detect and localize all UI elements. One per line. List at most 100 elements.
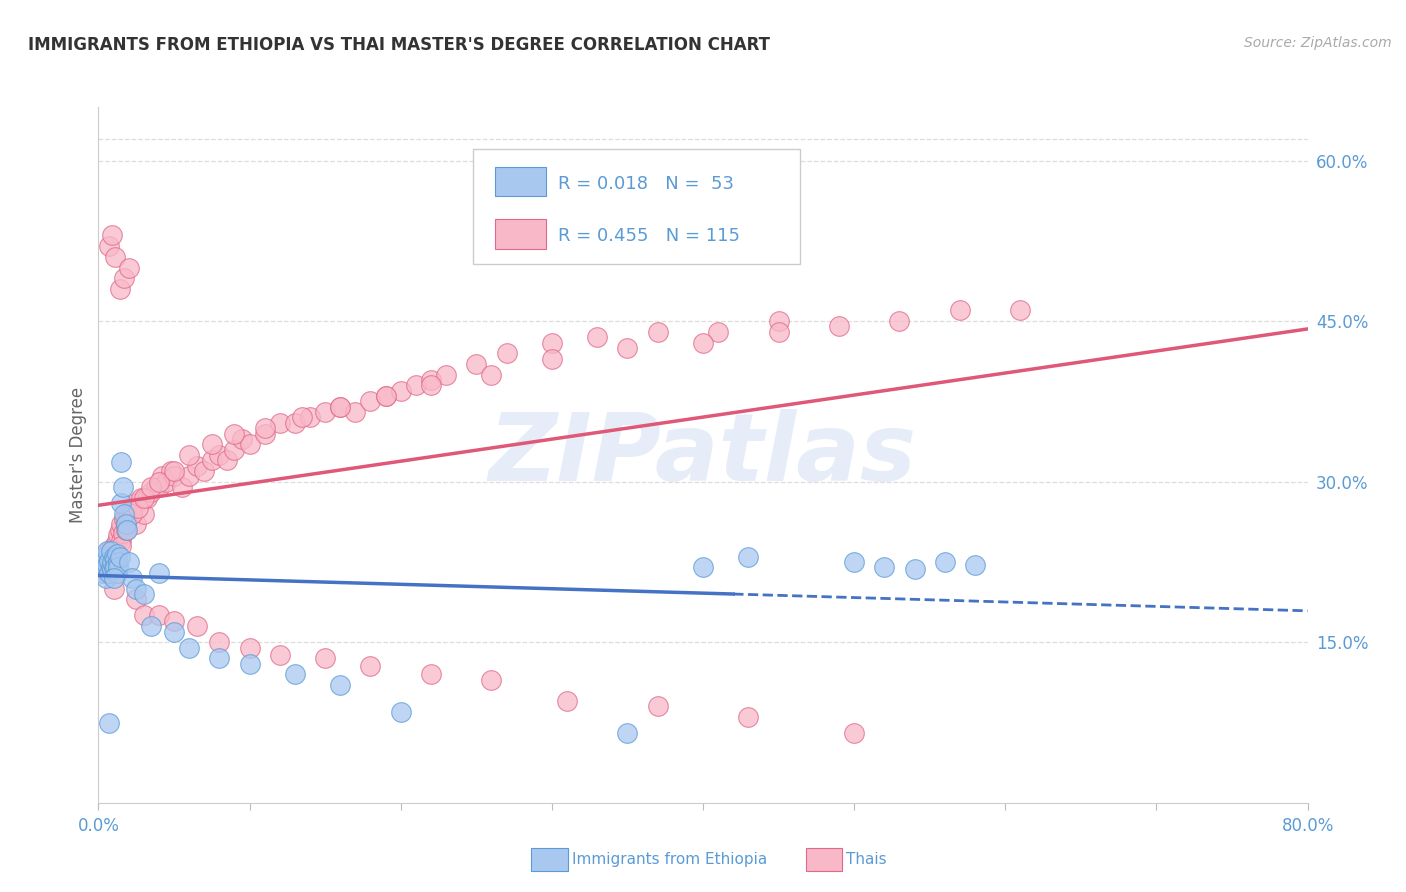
Point <box>215 453 238 467</box>
Point <box>110 539 132 553</box>
Point <box>495 346 517 360</box>
Point <box>360 394 382 409</box>
Point <box>96 558 118 573</box>
Point <box>141 619 163 633</box>
Point <box>737 710 759 724</box>
Point <box>103 549 125 564</box>
Point <box>239 640 262 655</box>
Point <box>93 566 115 580</box>
Point <box>98 566 121 580</box>
Point <box>135 491 157 505</box>
Point <box>98 555 121 569</box>
Point <box>170 480 193 494</box>
Point <box>186 619 208 633</box>
Point <box>434 368 457 382</box>
Point <box>141 480 163 494</box>
Point <box>132 491 155 505</box>
Point <box>110 533 132 548</box>
Point <box>104 560 127 574</box>
Point <box>224 426 246 441</box>
Point <box>118 260 141 275</box>
Point <box>616 341 638 355</box>
Point <box>93 549 115 564</box>
Point <box>179 469 201 483</box>
Y-axis label: Master's Degree: Master's Degree <box>69 387 87 523</box>
Point <box>114 517 136 532</box>
Point <box>692 335 714 350</box>
Point <box>208 651 231 665</box>
Point <box>889 314 911 328</box>
Point <box>121 501 143 516</box>
Point <box>828 319 851 334</box>
Point <box>768 325 790 339</box>
Point <box>148 480 170 494</box>
Point <box>115 523 138 537</box>
Point <box>239 437 262 451</box>
Point <box>150 469 173 483</box>
Point <box>949 303 972 318</box>
Point <box>965 558 987 573</box>
FancyBboxPatch shape <box>495 167 546 196</box>
Point <box>208 635 231 649</box>
Point <box>96 544 118 558</box>
Point <box>94 562 117 576</box>
Point <box>737 549 759 564</box>
Point <box>94 551 117 566</box>
Point <box>100 544 122 558</box>
Point <box>129 491 152 505</box>
Point <box>193 464 215 478</box>
Point <box>93 562 115 576</box>
Point <box>284 416 307 430</box>
Point <box>103 555 125 569</box>
Point <box>148 475 170 489</box>
Point <box>105 548 128 562</box>
Point <box>100 560 122 574</box>
Point <box>125 517 148 532</box>
Point <box>101 562 124 576</box>
Point <box>132 608 155 623</box>
Point <box>239 657 262 671</box>
Point <box>329 678 352 692</box>
Point <box>141 485 163 500</box>
Point <box>329 400 352 414</box>
Point <box>389 705 412 719</box>
Point <box>111 526 134 541</box>
Point <box>114 517 136 532</box>
Point <box>111 480 134 494</box>
Point <box>110 517 132 532</box>
Point <box>125 592 148 607</box>
Point <box>121 571 143 585</box>
Point <box>465 357 488 371</box>
Point <box>329 400 352 414</box>
Point <box>91 566 114 580</box>
Point <box>269 416 291 430</box>
Point <box>179 640 201 655</box>
Point <box>115 507 138 521</box>
Point <box>112 512 135 526</box>
Point <box>98 715 121 730</box>
Point <box>98 239 121 253</box>
Point <box>114 523 136 537</box>
Point <box>844 555 866 569</box>
Text: IMMIGRANTS FROM ETHIOPIA VS THAI MASTER'S DEGREE CORRELATION CHART: IMMIGRANTS FROM ETHIOPIA VS THAI MASTER'… <box>28 36 770 54</box>
Point <box>104 250 127 264</box>
Point <box>91 560 114 574</box>
Text: ZIPatlas: ZIPatlas <box>489 409 917 501</box>
Point <box>420 378 443 392</box>
Point <box>873 560 896 574</box>
Point <box>127 501 149 516</box>
Point <box>118 508 141 523</box>
Point <box>160 464 183 478</box>
Point <box>647 699 669 714</box>
Point <box>344 405 367 419</box>
Point <box>692 560 714 574</box>
Point <box>201 437 224 451</box>
Point <box>163 464 186 478</box>
Point <box>104 551 127 566</box>
Point <box>148 608 170 623</box>
Point <box>108 282 131 296</box>
Point <box>253 426 276 441</box>
Point <box>98 554 121 568</box>
Point <box>314 651 336 665</box>
Point <box>112 507 135 521</box>
